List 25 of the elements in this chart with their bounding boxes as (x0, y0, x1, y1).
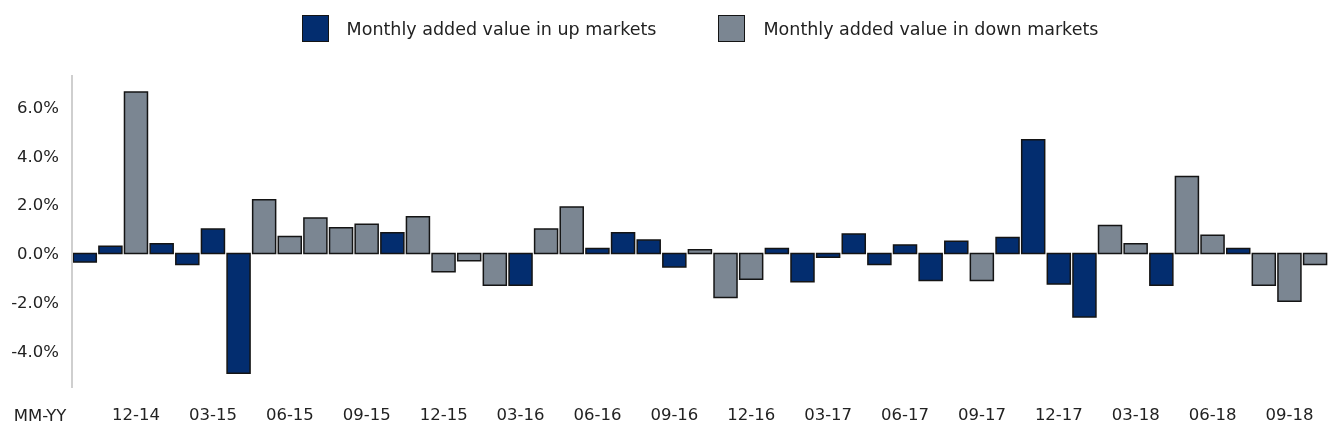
y-tick-label: 4.0% (17, 146, 59, 166)
y-tick-label: -2.0% (11, 293, 59, 313)
x-tick-label: 03-18 (1111, 405, 1160, 424)
x-tick-label: 06-18 (1188, 405, 1237, 424)
legend-label: Monthly added value in up markets (346, 18, 657, 39)
x-tick-label: 06-16 (573, 405, 622, 424)
y-tick-label: 0.0% (17, 244, 59, 264)
x-tick-label: 12-15 (419, 405, 468, 424)
y-tick-label: 2.0% (17, 195, 59, 215)
x-tick-label: 09-15 (342, 405, 391, 424)
x-tick-label: 12-16 (727, 405, 776, 424)
x-tick-label: 03-16 (496, 405, 545, 424)
x-tick-label: 03-17 (804, 405, 853, 424)
legend-label: Monthly added value in down markets (763, 18, 1099, 39)
x-tick-label: 09-17 (957, 405, 1006, 424)
x-tick-label: 12-17 (1034, 405, 1083, 424)
x-tick-label: 06-17 (881, 405, 930, 424)
x-tick-label: 09-16 (650, 405, 699, 424)
x-tick-label: 09-18 (1265, 405, 1314, 424)
x-tick-label: 03-15 (189, 405, 237, 424)
x-tick-label: 06-15 (265, 405, 314, 424)
x-axis-title: MM-YY (12, 406, 68, 425)
y-tick-label: -4.0% (11, 342, 59, 362)
y-tick-label: 6.0% (17, 97, 59, 117)
x-tick-label: 12-14 (112, 405, 161, 424)
